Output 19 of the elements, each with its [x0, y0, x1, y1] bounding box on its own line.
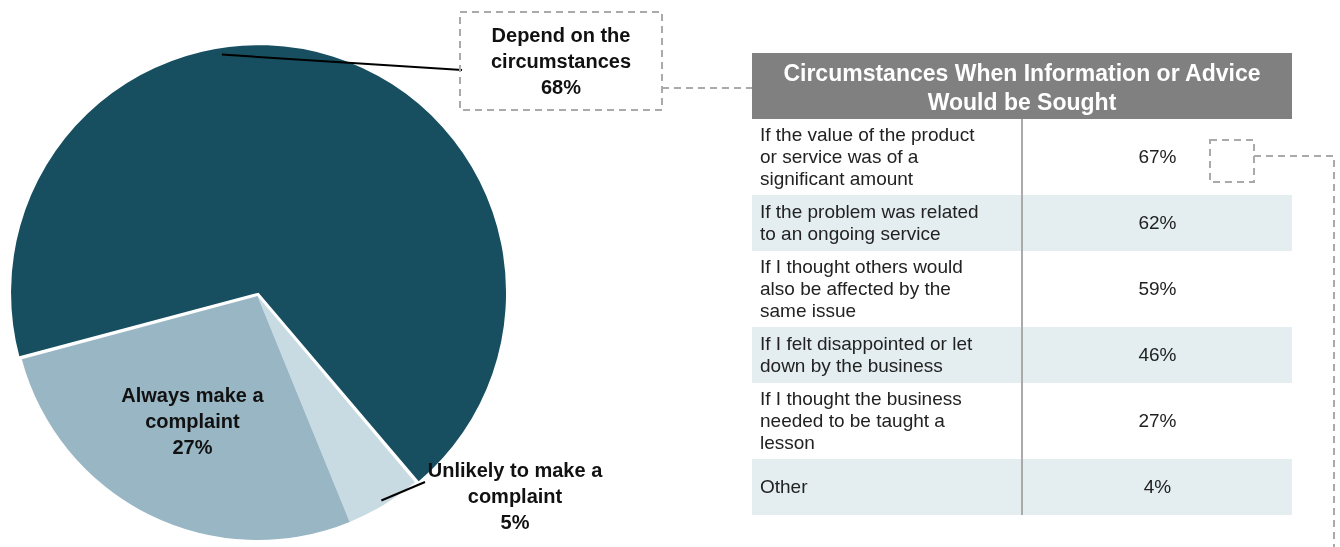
slice-label: Always make a complaint [121, 383, 265, 432]
text: Circumstances When Information or Advice Would be Sought [752, 53, 1292, 119]
category-label: If the problem was related to an ongoing service [752, 195, 1022, 251]
category-label: If I thought the business needed to be taught a lesson [759, 387, 963, 455]
data-label: 4% [1022, 459, 1292, 515]
data-label: 27% [1022, 383, 1292, 459]
slice-label: Depend on the circumstances [490, 23, 632, 72]
data-label: 62% [1022, 195, 1292, 251]
category-label: If the value of the product or service was of a significant amount [759, 123, 976, 191]
category-label: Other [752, 459, 1022, 515]
category-label: If I felt disappointed or let down by the business [752, 327, 1022, 383]
data-label: 5% [500, 510, 530, 533]
data-label: 68% [540, 75, 582, 98]
data-label: 59% [1022, 251, 1292, 327]
category-label: If I thought others would also be affected by the same issue [759, 255, 964, 323]
data-label: 46% [1022, 327, 1292, 383]
data-label: 67% [1022, 119, 1292, 195]
data-label: 27% [172, 435, 213, 458]
slice-label: Unlikely to make a complaint [427, 458, 604, 507]
